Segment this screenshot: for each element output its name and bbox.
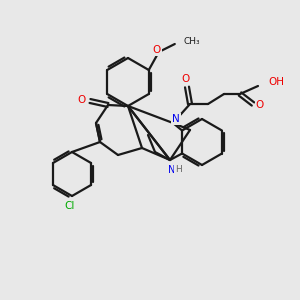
Text: CH₃: CH₃	[184, 38, 200, 46]
Text: O: O	[256, 100, 264, 110]
Text: N: N	[172, 114, 180, 124]
Text: O: O	[153, 45, 161, 55]
Text: Cl: Cl	[65, 201, 75, 211]
Text: O: O	[78, 95, 86, 105]
Text: O: O	[182, 74, 190, 84]
Text: N: N	[168, 165, 176, 175]
Text: H: H	[175, 166, 182, 175]
Text: OH: OH	[268, 77, 284, 87]
